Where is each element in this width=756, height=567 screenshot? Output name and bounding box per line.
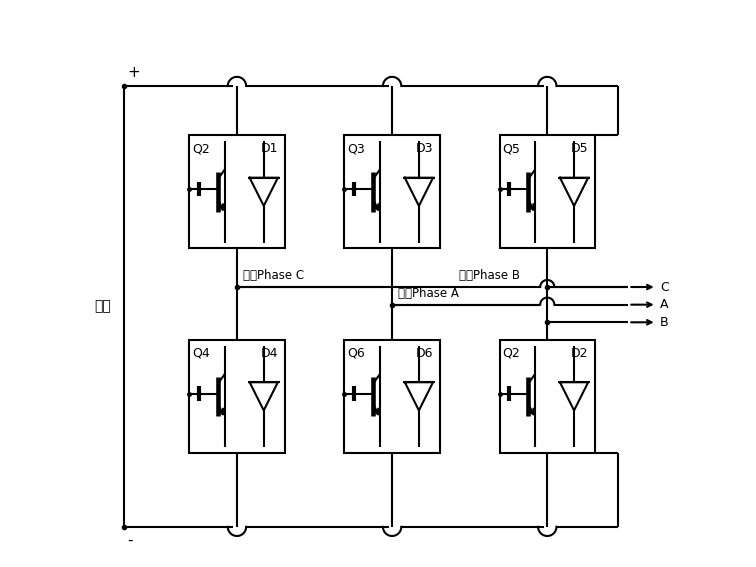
Text: Q6: Q6	[347, 347, 365, 360]
Text: B: B	[660, 316, 669, 329]
Text: 输出Phase A: 输出Phase A	[398, 287, 459, 300]
Text: D6: D6	[416, 347, 434, 360]
Text: D1: D1	[261, 142, 278, 155]
Bar	[189, 136, 284, 248]
Text: 输入: 输入	[94, 299, 111, 314]
Bar	[500, 340, 595, 453]
Text: Q4: Q4	[192, 347, 210, 360]
Bar	[345, 136, 440, 248]
Bar	[189, 340, 284, 453]
Text: A: A	[660, 298, 668, 311]
Text: C: C	[660, 281, 669, 294]
Text: 输出Phase B: 输出Phase B	[459, 269, 520, 282]
Text: Q2: Q2	[192, 142, 210, 155]
Bar	[500, 136, 595, 248]
Text: +: +	[128, 65, 141, 81]
Text: 输出Phase C: 输出Phase C	[243, 269, 304, 282]
Text: D3: D3	[416, 142, 434, 155]
Text: Q3: Q3	[347, 142, 365, 155]
Text: -: -	[128, 532, 133, 548]
Bar	[345, 340, 440, 453]
Text: Q5: Q5	[503, 142, 520, 155]
Text: D2: D2	[572, 347, 589, 360]
Text: D4: D4	[261, 347, 278, 360]
Text: D5: D5	[572, 142, 589, 155]
Text: Q2: Q2	[503, 347, 520, 360]
